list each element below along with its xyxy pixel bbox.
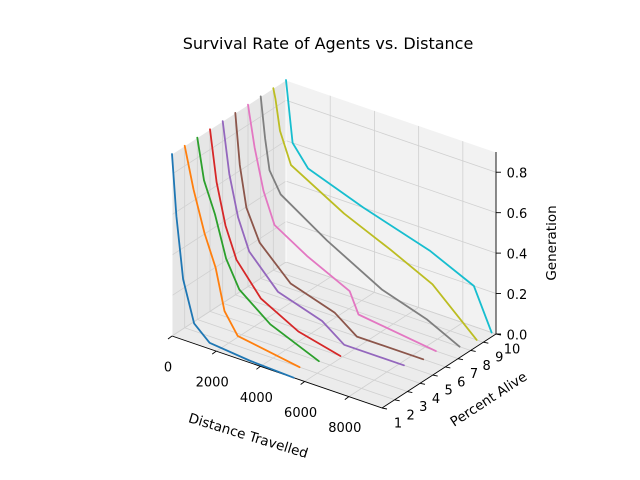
series-line [259, 95, 461, 348]
y-tick [457, 358, 464, 361]
grid-line-y [184, 327, 395, 401]
grid-line-x [304, 307, 419, 382]
y-axis-line [381, 333, 497, 409]
tick-label: 10 [504, 343, 521, 358]
x-tick [344, 396, 350, 400]
tick-label: 0.4 [507, 248, 528, 263]
tick-marks [167, 171, 502, 410]
grid-line-z [171, 221, 287, 296]
y-tick [483, 341, 489, 344]
tick-label: 0.0 [507, 329, 528, 344]
y-tick [445, 366, 451, 369]
series-line [272, 87, 478, 341]
y-tick [432, 374, 438, 377]
tick-label: 7 [470, 367, 478, 382]
series-line [221, 120, 405, 367]
tick-label: 0.6 [507, 207, 528, 222]
tick-label: 4000 [240, 391, 273, 406]
grid-line-y [273, 269, 484, 343]
series-group [171, 79, 493, 379]
grid-line-x [348, 322, 464, 397]
y-tick [470, 350, 476, 352]
x-tick [211, 350, 217, 355]
axis-panes [172, 80, 496, 408]
series-line [171, 153, 295, 379]
series-line [247, 103, 437, 353]
grid-line-z [285, 140, 497, 214]
grid-line-x [215, 276, 331, 352]
tick-label: 0 [164, 361, 172, 376]
y-tick [407, 391, 413, 393]
grid-line-z [285, 99, 497, 173]
series-line [209, 128, 342, 357]
tick-label: 2000 [196, 376, 229, 391]
tick-label: 6000 [284, 406, 317, 421]
x-tick [256, 365, 261, 370]
tick-label: 8000 [328, 421, 361, 436]
grid-line-z [171, 261, 287, 337]
series-line [196, 136, 320, 363]
grid-line-y [260, 278, 471, 351]
tick-label: 9 [495, 351, 503, 366]
pane-edge [171, 79, 287, 155]
tick-label: 6 [457, 375, 465, 390]
tick-label: 2 [407, 408, 415, 423]
pane-left-yz [172, 80, 286, 336]
tick-label: 0.8 [507, 167, 528, 182]
grid-line-z [171, 180, 287, 256]
grid-line-z [285, 261, 497, 335]
tick-label: 3 [419, 400, 427, 415]
chart-title: Survival Rate of Agents vs. Distance [183, 34, 474, 53]
tick-label: 4 [432, 392, 440, 407]
grid-line-z [171, 99, 287, 175]
tick-label: 1 [394, 417, 402, 432]
grid-line-y [209, 310, 421, 384]
x-tick [167, 335, 173, 340]
grid-line-y [197, 319, 408, 392]
tick-label: 5 [445, 384, 453, 399]
pane-edge [285, 79, 497, 153]
x-tick [300, 381, 305, 385]
series-line [183, 144, 301, 369]
z-axis-label: Generation [544, 205, 560, 280]
axis-lines [171, 79, 497, 409]
series-line [234, 112, 425, 361]
tick-label: 8 [483, 359, 491, 374]
pane-back-xz [286, 80, 496, 334]
y-tick [394, 399, 400, 402]
series-line [285, 79, 493, 334]
y-tick [419, 382, 426, 385]
y-tick [381, 407, 388, 410]
tick-label: 0.2 [507, 288, 528, 303]
grid-line-y [247, 286, 459, 360]
